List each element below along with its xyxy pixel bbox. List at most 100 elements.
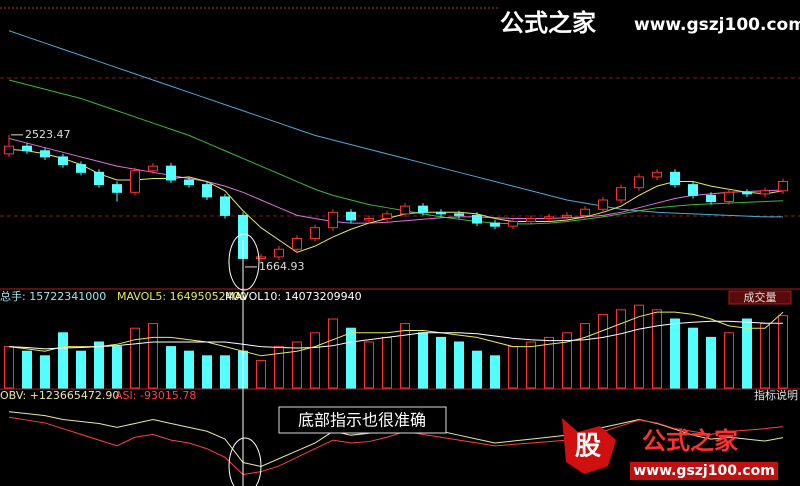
button[interactable] <box>728 290 792 305</box>
legend: ASI: -93015.78 <box>115 389 196 402</box>
legend-text: 16495052400 <box>170 290 247 303</box>
candle-body <box>418 205 428 213</box>
candle-body <box>562 214 572 218</box>
volume-bar <box>4 346 14 389</box>
line <box>8 311 784 357</box>
watermark-icon-shape <box>562 418 616 474</box>
volume-bar <box>94 341 104 389</box>
candle-body <box>166 165 176 181</box>
button-label[interactable]: 指标说明 <box>754 388 798 402</box>
candle-body <box>292 237 302 250</box>
candle-body <box>724 191 734 203</box>
candle-body <box>688 184 698 196</box>
watermark-url: www.gszj100.com <box>633 463 775 479</box>
volume-bar <box>724 332 734 389</box>
candle-body <box>598 199 608 210</box>
annotation: 底部指示也很准确 <box>298 411 426 430</box>
button-label[interactable]: 成交量 <box>744 290 777 304</box>
volume-bar <box>544 336 554 389</box>
volume-bar <box>742 318 752 389</box>
legend-text: 总手: <box>0 289 26 303</box>
line <box>8 320 784 350</box>
volume-bar <box>364 341 374 389</box>
volume-bar <box>292 341 302 389</box>
candle-body <box>400 205 410 215</box>
watermark-url-bg <box>630 462 778 480</box>
legend-text: -93015.78 <box>140 389 196 402</box>
volume-bar <box>166 346 176 389</box>
candle-body <box>778 181 788 192</box>
candle-body <box>94 171 104 186</box>
volume-bar <box>562 332 572 389</box>
candle-body <box>256 256 266 259</box>
volume-bar <box>652 309 662 389</box>
volume-bar <box>328 318 338 389</box>
volume-bar <box>202 355 212 389</box>
annotation-box <box>278 406 447 434</box>
price-label: 2523.47 <box>25 128 71 141</box>
highlight-ellipse <box>228 233 260 291</box>
volume-bar <box>58 332 68 389</box>
candle-body <box>652 171 662 178</box>
legend: MAVOL5: 16495052400 <box>117 290 247 303</box>
candle-body <box>274 248 284 258</box>
watermark-brand: 公式之家 <box>642 427 738 455</box>
watermark-brand: 公式之家 <box>500 9 596 37</box>
volume-bar <box>220 355 230 389</box>
legend-text: MAVOL10: <box>225 290 281 303</box>
candle-body <box>634 176 644 189</box>
volume-bar <box>598 313 608 389</box>
volume-bar <box>130 327 140 389</box>
legend-text: ASI: <box>115 389 136 402</box>
volume-bar <box>148 323 158 389</box>
volume-bar <box>706 336 716 389</box>
volume-bar <box>436 336 446 389</box>
volume-bar <box>616 309 626 389</box>
candle-body <box>346 211 356 221</box>
candle-body <box>130 170 140 193</box>
candle-body <box>580 208 590 216</box>
candle-body <box>148 165 158 172</box>
candle-body <box>364 217 374 221</box>
candle-body <box>112 184 122 193</box>
candle-body <box>508 221 518 227</box>
volume-bar <box>112 346 122 389</box>
line <box>8 30 783 218</box>
candle-body <box>616 187 626 201</box>
candle-body <box>526 217 536 223</box>
volume-bar <box>418 332 428 389</box>
watermark-url: www.gszj100.com <box>634 15 800 35</box>
candle-body <box>472 214 482 224</box>
volume-bar <box>634 304 644 389</box>
volume-bar <box>472 350 482 389</box>
volume-bar <box>454 341 464 389</box>
volume-bar <box>688 327 698 389</box>
candle-body <box>4 145 14 155</box>
candle-body <box>670 171 680 186</box>
watermark-icon: 股 <box>575 432 601 462</box>
volume-bar <box>382 336 392 389</box>
candle-body <box>454 213 464 216</box>
legend: OBV: +123665472.90 <box>0 389 119 402</box>
candle-body <box>76 164 86 173</box>
candle-body <box>22 145 32 152</box>
volume-bar <box>76 350 86 389</box>
legend-text: 14073209940 <box>285 290 362 303</box>
volume-bar <box>346 327 356 389</box>
legend-text: 15722341000 <box>29 290 106 303</box>
price-label: 1664.93 <box>259 260 305 273</box>
candle-body <box>742 191 752 195</box>
volume-bar <box>526 341 536 389</box>
candle-body <box>760 190 770 195</box>
volume-bar <box>778 315 788 389</box>
candle-body <box>184 179 194 186</box>
candle-body <box>490 222 500 227</box>
volume-bar <box>670 318 680 389</box>
candle-body <box>58 156 68 166</box>
volume-bar <box>256 359 266 389</box>
volume-bar <box>274 346 284 389</box>
candle-body <box>706 194 716 203</box>
volume-bar <box>40 355 50 389</box>
volume-bar <box>490 355 500 389</box>
